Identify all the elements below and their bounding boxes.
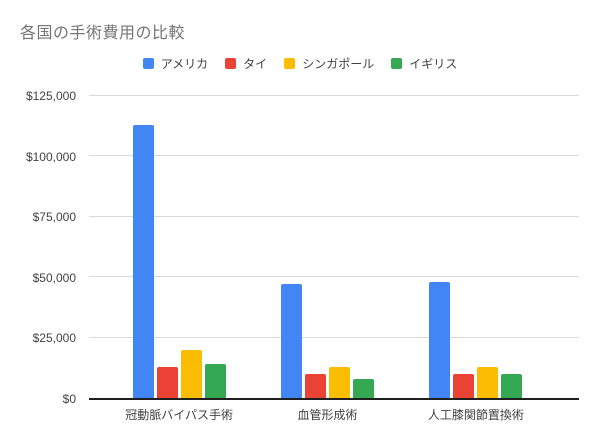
bar-s2-c2 xyxy=(477,366,499,398)
gridline xyxy=(89,276,579,278)
bar-s1-c2 xyxy=(453,373,475,398)
y-tick-label: $25,000 xyxy=(32,331,76,346)
y-tick-label: $50,000 xyxy=(32,270,76,285)
chart-title: 各国の手術費用の比較 xyxy=(20,25,186,42)
bar-s1-c1 xyxy=(304,373,326,398)
x-category-label: 人工膝関節置換術 xyxy=(427,408,524,422)
y-axis-labels: $0 $25,000 $50,000 $75,000 $100,000 $125,000 xyxy=(0,89,76,406)
bar-s2-c1 xyxy=(328,366,350,398)
bar-series-container xyxy=(105,96,550,398)
gridline xyxy=(89,336,579,338)
gridline xyxy=(89,95,579,96)
plot-area xyxy=(89,95,579,400)
bar-s3-c1 xyxy=(352,378,374,398)
legend-swatch-icon xyxy=(391,58,403,69)
bar-s2-c0 xyxy=(180,349,202,398)
bar-group-2 xyxy=(402,96,550,398)
bar-s0-c1 xyxy=(280,284,302,398)
bar-group-0 xyxy=(105,96,253,398)
bar-group-1 xyxy=(253,96,401,398)
legend-label: タイ xyxy=(243,57,268,71)
chart-legend: アメリカ タイ シンガポール イギリス xyxy=(0,56,600,71)
legend-label: シンガポール xyxy=(302,57,375,71)
legend-label: アメリカ xyxy=(160,57,209,71)
bar-s0-c0 xyxy=(132,125,154,398)
y-tick-label: $0 xyxy=(62,392,76,406)
legend-swatch-icon xyxy=(225,58,237,69)
y-tick-label: $75,000 xyxy=(32,210,76,225)
legend-item-1: タイ xyxy=(225,55,267,72)
legend-item-3: イギリス xyxy=(391,55,457,72)
legend-item-2: シンガポール xyxy=(284,55,374,72)
bar-s3-c0 xyxy=(204,364,226,398)
legend-item-0: アメリカ xyxy=(142,55,209,72)
gridline xyxy=(89,155,579,157)
x-category-label: 冠動脈バイパス手術 xyxy=(125,408,234,422)
x-axis-labels: 冠動脈バイパス手術 血管形成術 人工膝関節置換術 xyxy=(105,406,550,423)
legend-swatch-icon xyxy=(142,58,154,69)
y-tick-label: $125,000 xyxy=(25,89,76,103)
bar-s1-c0 xyxy=(156,366,178,398)
bar-s0-c2 xyxy=(429,282,451,398)
gridline xyxy=(89,215,579,217)
legend-swatch-icon xyxy=(284,58,296,69)
legend-label: イギリス xyxy=(409,57,458,71)
y-tick-label: $100,000 xyxy=(25,149,76,164)
bar-s3-c2 xyxy=(501,373,523,398)
x-category-label: 血管形成術 xyxy=(297,408,358,422)
